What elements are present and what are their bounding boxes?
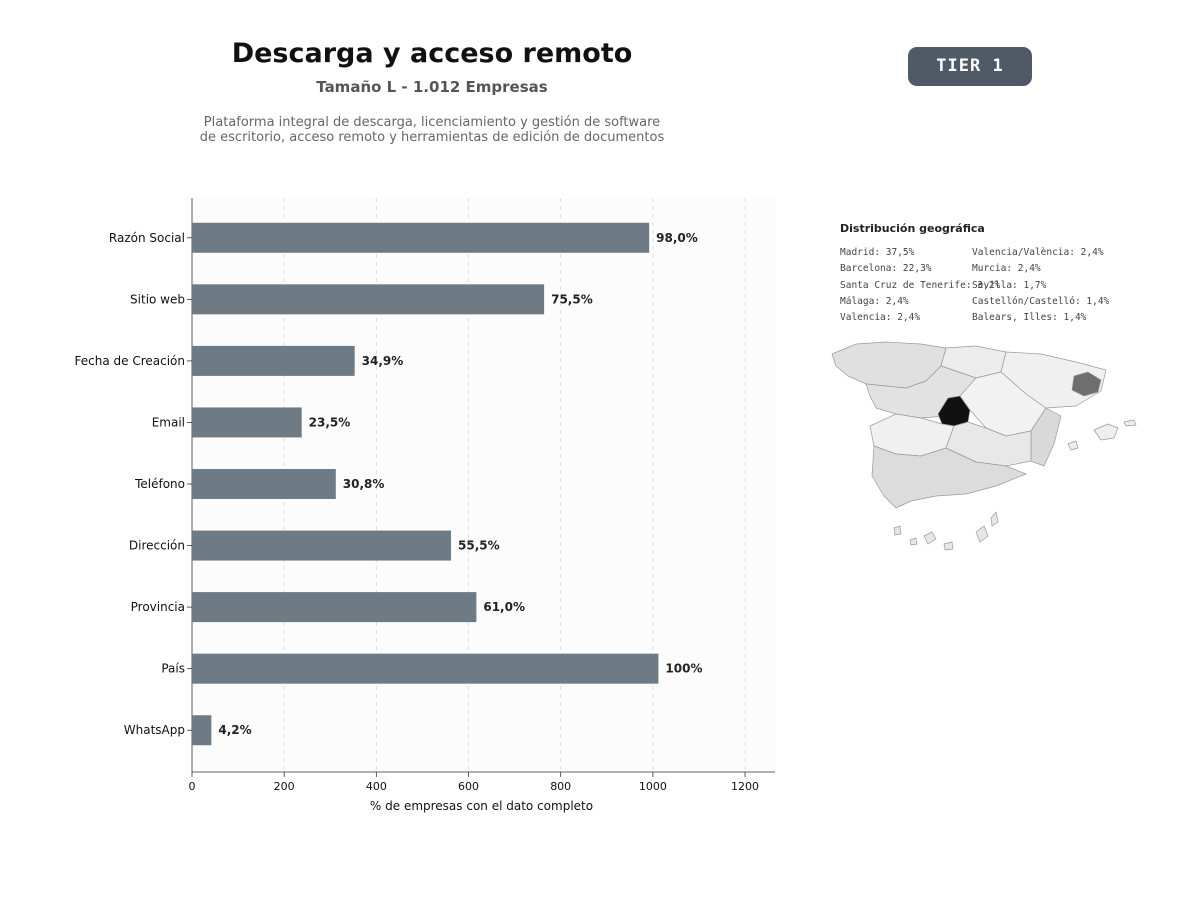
bar	[192, 715, 212, 746]
geo-item: Madrid: 37,5%	[840, 247, 915, 258]
geo-item: Valencia/València: 2,4%	[972, 247, 1104, 258]
data-label: 23,5%	[309, 415, 351, 429]
bar	[192, 407, 302, 438]
y-tick-label: Razón Social	[109, 231, 185, 245]
data-label: 61,0%	[483, 600, 525, 614]
map-region-barcelona	[1071, 371, 1102, 397]
y-tick-label: País	[161, 662, 185, 676]
geo-item: Valencia: 2,4%	[840, 312, 921, 324]
bar	[192, 530, 452, 561]
y-tick-label: Teléfono	[134, 477, 185, 491]
bar	[192, 345, 355, 376]
x-tick-label: 400	[366, 780, 387, 793]
data-label: 100%	[665, 662, 702, 676]
description-line-1: Plataforma integral de descarga, licenci…	[203, 115, 661, 130]
data-label: 75,5%	[551, 292, 593, 306]
map-region-south	[871, 445, 1027, 509]
map-region-canary-3	[923, 531, 937, 545]
page-description: Plataforma integral de descarga, licenci…	[132, 115, 732, 145]
x-axis-label: % de empresas con el dato completo	[370, 799, 593, 813]
x-tick-label: 800	[550, 780, 571, 793]
x-tick-label: 1000	[639, 780, 667, 793]
page-title: Descarga y acceso remoto	[231, 38, 633, 69]
data-label: 55,5%	[458, 539, 500, 553]
y-tick-label: Fecha de Creación	[75, 354, 185, 368]
spain-map	[831, 341, 1137, 551]
tier-badge: TIER 1	[908, 47, 1032, 86]
map-region-canary-2	[909, 537, 918, 546]
bar	[192, 653, 659, 684]
y-tick-label: Email	[152, 415, 185, 429]
map-region-canary-4	[943, 541, 954, 551]
x-tick-label: 600	[458, 780, 479, 793]
x-tick-label: 1200	[731, 780, 759, 793]
geo-list: Madrid: 37,5% Barcelona: 22,3% Santa Cruz …	[840, 247, 1160, 329]
map-region-balearic-menorca	[1123, 419, 1137, 427]
data-label: 30,8%	[343, 477, 385, 491]
geo-item: Murcia: 2,4%	[972, 263, 1041, 275]
map-region-balearic-mallorca	[1093, 423, 1119, 441]
bar-chart: 0 200 400 600 800 1000 1200 Razón Social 98,0% Si…	[75, 198, 775, 813]
x-tick-label: 0	[189, 780, 196, 793]
x-tick-label: 200	[274, 780, 295, 793]
y-tick-label: Dirección	[129, 539, 185, 553]
map-region-canary-6	[990, 511, 999, 527]
geo-item: Sevilla: 1,7%	[972, 279, 1047, 291]
y-tick-label: Provincia	[131, 600, 185, 614]
geo-item: Santa Cruz de Tenerife: 3,2%	[840, 279, 1001, 291]
bar	[192, 592, 477, 623]
geo-title: Distribución geográfica	[840, 222, 985, 235]
geo-item: Castellón/Castelló: 1,4%	[972, 295, 1110, 307]
bar	[192, 284, 545, 315]
y-tick-label: WhatsApp	[124, 723, 185, 737]
bar	[192, 469, 336, 499]
geo-item: Balears, Illes: 1,4%	[972, 312, 1087, 324]
geo-distribution-panel: Distribución geográfica Madrid: 37,5% Bar…	[840, 222, 1160, 329]
data-label: 34,9%	[362, 354, 404, 368]
page-subtitle: Tamaño L - 1.012 Empresas	[316, 78, 548, 96]
map-region-canary-5	[975, 525, 989, 543]
geo-item: Málaga: 2,4%	[840, 295, 909, 307]
map-region-canary-1	[893, 525, 902, 536]
bar	[192, 222, 650, 253]
data-label: 4,2%	[218, 723, 251, 737]
map-region-balearic-ibiza	[1067, 440, 1079, 451]
geo-item: Barcelona: 22,3%	[840, 263, 932, 275]
y-tick-label: Sitio web	[130, 292, 185, 306]
data-label: 98,0%	[656, 231, 698, 245]
description-line-2: de escritorio, acceso remoto y herramien…	[199, 130, 665, 145]
